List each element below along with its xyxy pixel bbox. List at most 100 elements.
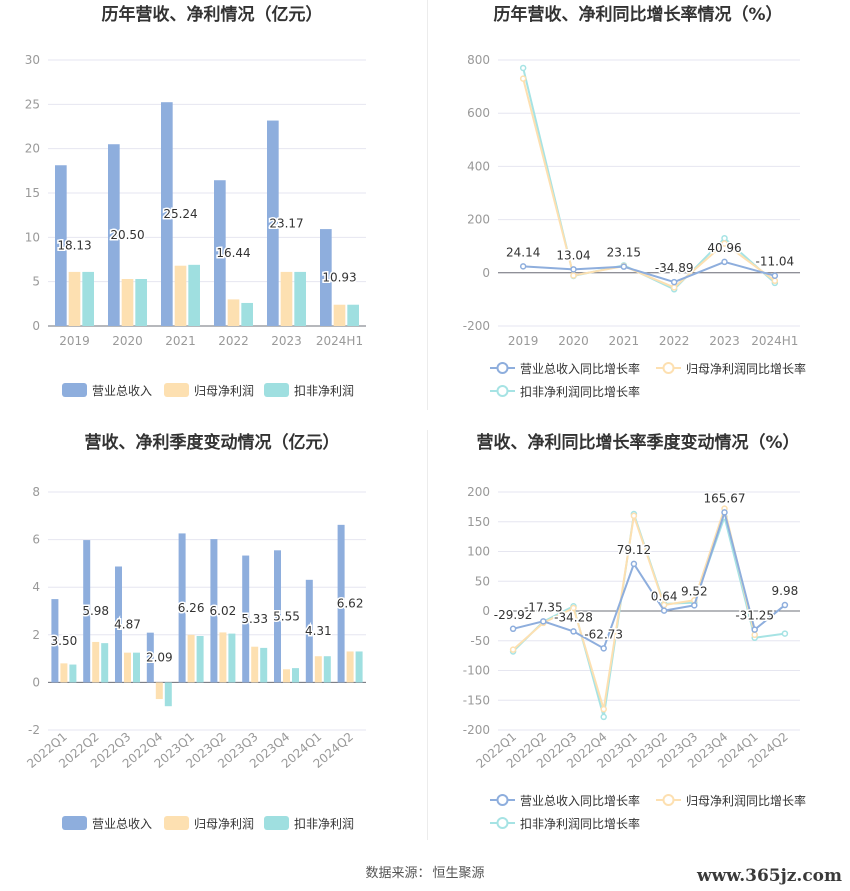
bar-revenue [210,539,218,683]
data-label: 23.17 [269,216,303,230]
bar-deducted-profit [291,668,299,683]
bar-net-profit [280,271,293,326]
legend-label: 营业总收入同比增长率 [520,793,640,808]
x-tick-label: 2022 [659,334,690,348]
bar-deducted-profit [188,264,200,326]
data-point [600,713,607,721]
x-tick-label: 2023 [709,334,740,348]
x-tick-label: 2019 [508,334,539,348]
y-tick-label: -200 [463,723,490,737]
data-label: 4.87 [114,617,141,631]
y-tick-label: 2 [32,628,40,642]
y-tick-label: -150 [463,693,490,707]
y-tick-label: 0 [482,604,490,618]
data-label: 79.12 [617,543,651,557]
series-line [523,260,776,284]
y-tick-label: 150 [467,515,490,529]
y-tick-label: 200 [467,485,490,499]
bar-deducted-profit [260,647,268,683]
panel-divider [427,430,428,840]
legend-marker [662,362,675,374]
data-label: 40.96 [707,241,741,255]
bar-deducted-profit [164,682,172,707]
bar-net-profit [92,641,100,683]
x-tick-label: 2024H1 [316,334,363,348]
bar-deducted-profit [135,279,147,326]
data-label: 24.14 [506,245,540,259]
bar-revenue [274,550,282,683]
bar-revenue [214,180,226,326]
data-point [721,258,728,266]
data-label: 13.04 [556,248,590,262]
y-tick-label: 10 [25,230,40,244]
legend-swatch [62,816,87,830]
data-label: 10.93 [322,271,356,285]
source-label: 数据来源： [365,866,431,881]
data-point [630,512,638,520]
data-point [751,631,758,639]
legend-label: 扣非净利润 [294,384,354,398]
data-label: 2.09 [146,651,173,665]
data-label: 5.33 [241,612,268,626]
bar-deducted-profit [196,635,204,683]
legend-label: 扣非净利润 [294,817,354,831]
bar-net-profit [124,652,131,683]
bar-revenue [178,533,186,683]
bar-net-profit [227,299,240,326]
data-label: -34.89 [655,261,694,275]
legend-label: 归母净利润 [194,384,254,398]
x-tick-label: 2020 [558,334,589,348]
bar-net-profit [333,304,346,326]
chart-annual_values: 历年营收、净利情况（亿元） 0 5 10 15 20 25 30 2019 2020 2021 202… [25,4,366,398]
y-tick-label: 15 [25,186,40,200]
data-label: -29.92 [494,608,533,622]
data-label: 6.62 [337,597,364,611]
chart-annual_growth: 历年营收、净利同比增长率情况（%） -200 0 200 400 600 800 2019 20… [463,4,806,399]
bar-revenue [161,102,173,327]
data-point [620,263,628,270]
data-point [570,604,577,612]
bar-deducted-profit [241,302,253,326]
data-point [630,560,638,568]
panel-divider [427,0,428,410]
legend-label: 营业总收入 [92,817,152,831]
data-point [570,266,577,273]
y-tick-label: 0 [482,266,490,280]
data-point [751,626,758,633]
chart-quarterly_growth: 营收、净利同比增长率季度变动情况（%） -200 -150 -100 -50 0 50 100… [463,432,806,831]
data-label: -17.35 [524,600,563,614]
data-point [781,601,789,609]
y-tick-label: 600 [467,106,490,120]
legend-label: 扣非净利润同比增长率 [520,816,640,831]
y-tick-label: 4 [32,580,40,594]
data-point [670,284,678,291]
bar-deducted-profit [101,643,109,683]
data-label: 5.55 [273,609,300,623]
y-tick-label: 30 [25,53,40,67]
bar-deducted-profit [82,271,94,326]
data-label: 3.50 [51,634,78,648]
data-label: 18.13 [57,239,91,253]
data-label: 6.02 [210,604,237,618]
y-tick-label: 8 [32,485,40,499]
legend-label: 扣非净利润同比增长率 [520,384,640,399]
x-tick-label: 2022 [218,334,249,348]
data-point [771,272,779,279]
site-watermark: www.365jz.com [697,866,842,886]
data-label: 23.15 [607,246,641,260]
bar-net-profit [314,656,322,683]
series-line [512,508,786,650]
chart-title: 历年营收、净利情况（亿元） [102,4,323,25]
bar-revenue [115,566,123,683]
bar-revenue [305,579,313,683]
y-tick-label: 200 [467,213,490,227]
data-point [600,645,607,652]
y-tick-label: 0 [32,319,40,333]
data-point [570,272,577,279]
y-tick-label: 800 [467,53,490,67]
data-label: 4.31 [305,624,332,638]
bar-revenue [337,524,345,683]
data-point [509,646,517,653]
y-tick-label: 6 [32,533,40,547]
